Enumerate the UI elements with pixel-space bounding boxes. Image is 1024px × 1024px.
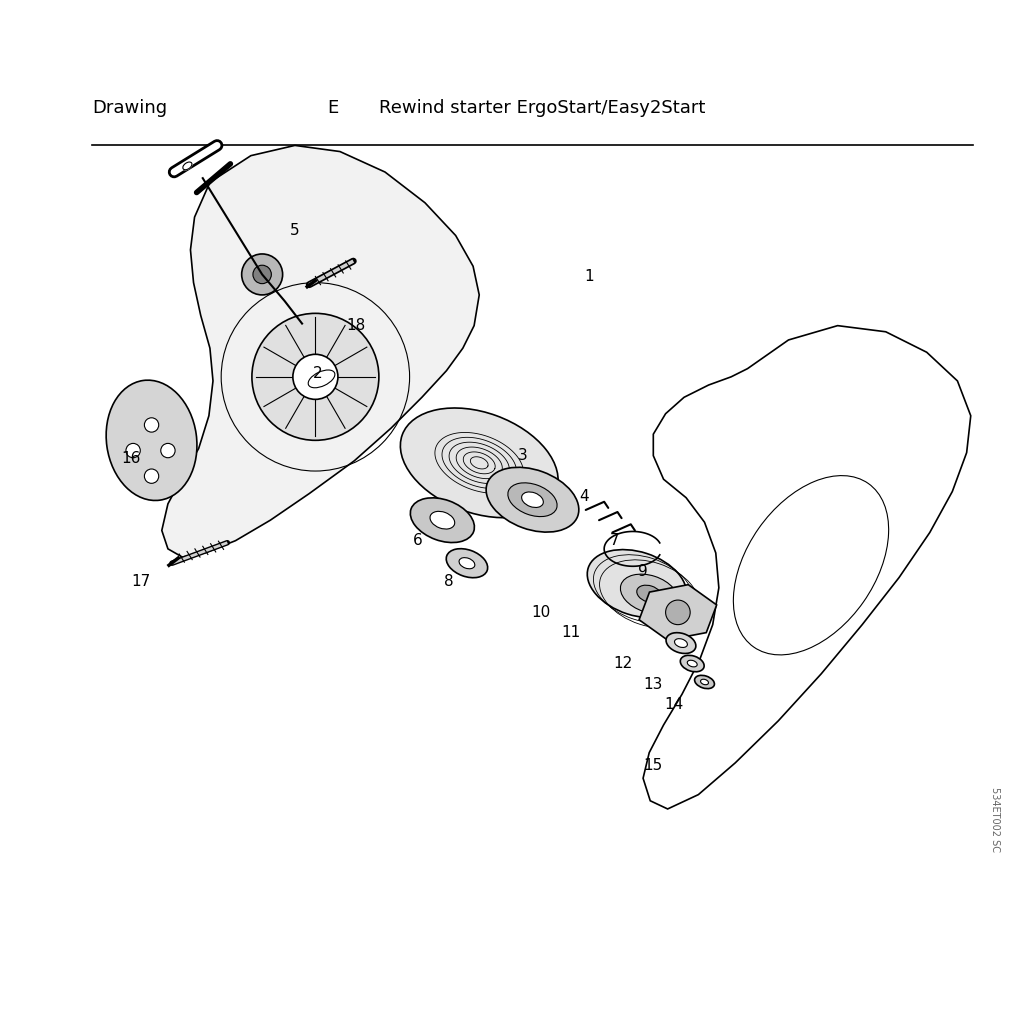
Circle shape [126,443,140,458]
Text: 15: 15 [644,759,663,773]
Text: 17: 17 [132,574,151,589]
Text: 11: 11 [562,626,581,640]
Circle shape [161,443,175,458]
Text: 10: 10 [531,605,550,620]
Ellipse shape [486,467,579,532]
Ellipse shape [411,498,474,543]
Circle shape [242,254,283,295]
Text: 8: 8 [443,574,454,589]
Text: 534ET002 SC: 534ET002 SC [990,786,1000,852]
Ellipse shape [183,162,191,170]
Ellipse shape [700,679,709,685]
Ellipse shape [666,633,696,653]
Text: 16: 16 [122,452,140,466]
Text: 14: 14 [665,697,683,712]
Circle shape [666,600,690,625]
Ellipse shape [587,550,687,617]
Text: 13: 13 [644,677,663,691]
Text: 2: 2 [312,367,323,381]
Ellipse shape [430,511,455,529]
Text: 5: 5 [290,223,300,238]
Ellipse shape [446,549,487,578]
Circle shape [144,469,159,483]
Ellipse shape [400,408,558,518]
Text: Rewind starter ErgoStart/Easy2Start: Rewind starter ErgoStart/Easy2Start [379,98,706,117]
Ellipse shape [621,574,678,613]
Text: 12: 12 [613,656,632,671]
Text: 6: 6 [413,534,423,548]
Ellipse shape [675,639,687,647]
Text: Drawing: Drawing [92,98,167,117]
Circle shape [252,313,379,440]
Text: E: E [328,98,339,117]
Ellipse shape [106,380,197,501]
Ellipse shape [680,655,705,672]
Text: 18: 18 [347,318,366,333]
Polygon shape [639,585,717,640]
Circle shape [253,265,271,284]
Ellipse shape [459,558,475,568]
Circle shape [144,418,159,432]
Text: 7: 7 [609,534,620,548]
Text: 4: 4 [579,489,589,504]
Text: 3: 3 [517,449,527,463]
Ellipse shape [637,585,662,603]
Ellipse shape [508,483,557,516]
Text: 1: 1 [584,269,594,284]
Polygon shape [162,145,479,557]
Ellipse shape [694,676,715,688]
Text: 9: 9 [638,564,648,579]
Polygon shape [643,326,971,809]
Ellipse shape [687,660,697,667]
Ellipse shape [521,492,544,508]
Circle shape [293,354,338,399]
